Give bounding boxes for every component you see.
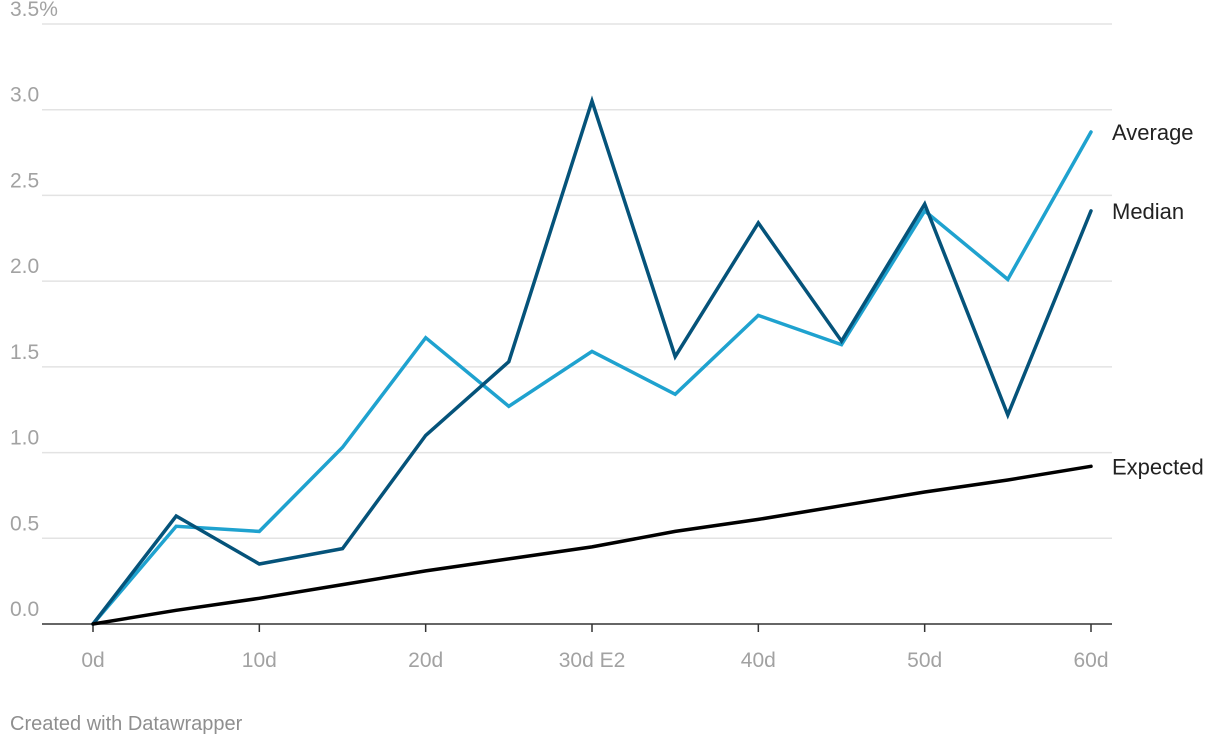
- series-line-average: [91, 130, 1093, 626]
- x-tick-label: 30d E2: [559, 649, 626, 672]
- y-axis-ticks: 0.0 0.5 1.0 1.5 2.0 2.5 3.0 3.5%: [10, 0, 58, 621]
- y-tick-label: 0.0: [10, 598, 39, 621]
- y-tick-label: 0.5: [10, 512, 39, 535]
- x-tick-label: 10d: [242, 649, 277, 672]
- x-tick-label: 40d: [741, 649, 776, 672]
- series-labels: Average Median Expected: [1112, 120, 1204, 479]
- y-tick-label: 2.5: [10, 169, 39, 192]
- series-label-expected: Expected: [1112, 454, 1204, 479]
- series-label-median: Median: [1112, 199, 1184, 224]
- series-label-average: Average: [1112, 120, 1194, 145]
- series-lines: [91, 95, 1093, 626]
- y-tick-label: 3.0: [10, 84, 39, 107]
- x-tick-label: 0d: [81, 649, 104, 672]
- y-tick-label: 1.5: [10, 341, 39, 364]
- y-tick-label: 3.5%: [10, 0, 58, 21]
- series-line-expected: [91, 464, 1093, 626]
- y-tick-label: 2.0: [10, 255, 39, 278]
- x-tick-label: 50d: [907, 649, 942, 672]
- x-tick-label: 60d: [1073, 649, 1108, 672]
- x-axis: 0d 10d 20d 30d E2 40d 50d 60d: [42, 623, 1112, 672]
- series-line-median: [91, 95, 1093, 626]
- x-tick-label: 20d: [408, 649, 443, 672]
- y-tick-label: 1.0: [10, 427, 39, 450]
- credit-text: Created with Datawrapper: [10, 713, 243, 735]
- grid-lines: [42, 23, 1112, 540]
